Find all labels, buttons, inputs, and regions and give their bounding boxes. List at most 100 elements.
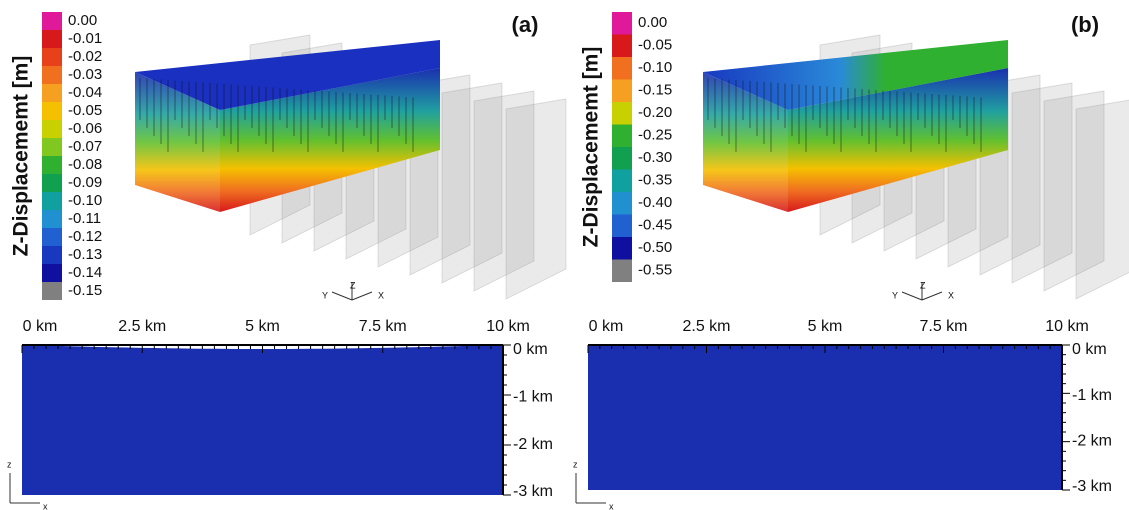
legend-swatch bbox=[612, 169, 632, 192]
legend-swatch bbox=[42, 210, 62, 228]
legend-label: -0.40 bbox=[638, 194, 672, 211]
legend-swatch bbox=[42, 30, 62, 48]
panel-label: (b) bbox=[1071, 12, 1099, 37]
x-label: 10 km bbox=[1045, 318, 1089, 335]
triad-label: X bbox=[948, 290, 954, 300]
depth-label: 0 km bbox=[1072, 341, 1107, 358]
legend-swatch bbox=[42, 102, 62, 120]
fault-plane bbox=[441, 82, 503, 284]
depth-label: -3 km bbox=[1072, 478, 1112, 495]
legend-swatch bbox=[42, 264, 62, 282]
legend-label: -0.03 bbox=[68, 66, 102, 83]
x-label: 2.5 km bbox=[682, 318, 730, 335]
triad-axis bbox=[921, 291, 943, 301]
legend-label: 0.00 bbox=[68, 12, 97, 29]
legend-label: -0.14 bbox=[68, 264, 102, 281]
legend-label: -0.06 bbox=[68, 120, 102, 137]
legend-swatch bbox=[612, 237, 632, 260]
block-left bbox=[703, 72, 788, 212]
block-top bbox=[703, 40, 1008, 110]
corner-label: x bbox=[43, 501, 48, 510]
legend-swatch bbox=[612, 57, 632, 80]
legend-swatch bbox=[42, 48, 62, 66]
x-label: 2.5 km bbox=[118, 318, 166, 335]
legend-swatch bbox=[42, 138, 62, 156]
triad-label: X bbox=[378, 290, 384, 300]
legend-swatch bbox=[42, 120, 62, 138]
panel: 0.00 -0.05 -0.10 -0.15 -0.20 -0.25 -0.30 -0.35 -… bbox=[573, 12, 1129, 510]
panel: 0.00-0.01-0.02-0.03-0.04-0.05-0.06-0.07-… bbox=[7, 12, 567, 510]
fault-plane bbox=[1011, 82, 1073, 284]
section-band bbox=[588, 345, 1062, 490]
legend-label: -0.55 bbox=[638, 262, 672, 279]
triad-label: Y bbox=[322, 290, 328, 300]
triad-label: Z bbox=[350, 280, 356, 290]
legend-swatch bbox=[42, 282, 62, 300]
block-top bbox=[135, 40, 440, 110]
legend-label: -0.25 bbox=[638, 127, 672, 144]
depth-label: -3 km bbox=[513, 483, 553, 500]
legend-swatch bbox=[612, 34, 632, 57]
x-label: 10 km bbox=[486, 318, 530, 335]
legend-swatch bbox=[612, 102, 632, 125]
legend-swatch bbox=[612, 124, 632, 147]
fault-plane bbox=[1075, 99, 1129, 300]
legend-swatch bbox=[42, 84, 62, 102]
legend-swatch bbox=[42, 228, 62, 246]
legend-label: -0.08 bbox=[68, 156, 102, 173]
legend-swatch bbox=[42, 66, 62, 84]
legend-label: -0.04 bbox=[68, 84, 102, 101]
legend-label: -0.11 bbox=[68, 210, 101, 227]
legend-label: -0.35 bbox=[638, 172, 672, 189]
fault-plane bbox=[1043, 90, 1105, 292]
depth-label: -2 km bbox=[513, 436, 553, 453]
section-band bbox=[22, 345, 503, 495]
legend-label: -0.10 bbox=[68, 192, 102, 209]
legend-label: -0.15 bbox=[638, 82, 672, 99]
depth-label: 0 km bbox=[513, 341, 548, 358]
corner-label: z bbox=[7, 459, 12, 469]
legend-swatch bbox=[612, 259, 632, 282]
legend-label: -0.09 bbox=[68, 174, 102, 191]
triad-label: Z bbox=[920, 280, 926, 290]
depth-label: -2 km bbox=[1072, 433, 1112, 450]
legend-swatch bbox=[42, 246, 62, 264]
legend-swatch bbox=[612, 192, 632, 215]
legend-label: -0.10 bbox=[638, 59, 672, 76]
triad-axis bbox=[351, 291, 373, 301]
corner-label: z bbox=[573, 459, 578, 469]
legend-swatch bbox=[42, 192, 62, 210]
x-label: 7.5 km bbox=[919, 318, 967, 335]
x-label: 0 km bbox=[589, 318, 624, 335]
triad-axis bbox=[331, 291, 353, 301]
legend-swatch bbox=[612, 79, 632, 102]
corner-label: x bbox=[609, 501, 614, 510]
legend-swatch bbox=[612, 147, 632, 170]
triad-axis bbox=[901, 291, 923, 301]
panel-label: (a) bbox=[512, 12, 539, 37]
legend-swatch bbox=[612, 12, 632, 35]
legend-label: -0.05 bbox=[638, 37, 672, 54]
legend-label: -0.30 bbox=[638, 149, 672, 166]
x-label: 5 km bbox=[245, 318, 280, 335]
legend-label: -0.15 bbox=[68, 282, 102, 299]
legend-label: -0.12 bbox=[68, 228, 102, 245]
legend-title: Z-Displacememt [m] bbox=[580, 47, 603, 248]
x-label: 5 km bbox=[808, 318, 843, 335]
depth-label: -1 km bbox=[513, 389, 553, 406]
legend-swatch bbox=[42, 156, 62, 174]
block-left bbox=[135, 72, 220, 212]
legend-label: -0.02 bbox=[68, 48, 102, 65]
legend-label: -0.50 bbox=[638, 239, 672, 256]
legend-label: -0.05 bbox=[68, 102, 102, 119]
legend-label: 0.00 bbox=[638, 14, 667, 31]
fault-plane bbox=[473, 90, 535, 292]
legend-label: -0.45 bbox=[638, 217, 672, 234]
legend-label: -0.07 bbox=[68, 138, 102, 155]
fault-plane bbox=[505, 98, 567, 300]
depth-label: -1 km bbox=[1072, 387, 1112, 404]
legend-swatch bbox=[612, 214, 632, 237]
legend-title: Z-Displacememt [m] bbox=[10, 56, 33, 257]
triad-label: Y bbox=[892, 290, 898, 300]
